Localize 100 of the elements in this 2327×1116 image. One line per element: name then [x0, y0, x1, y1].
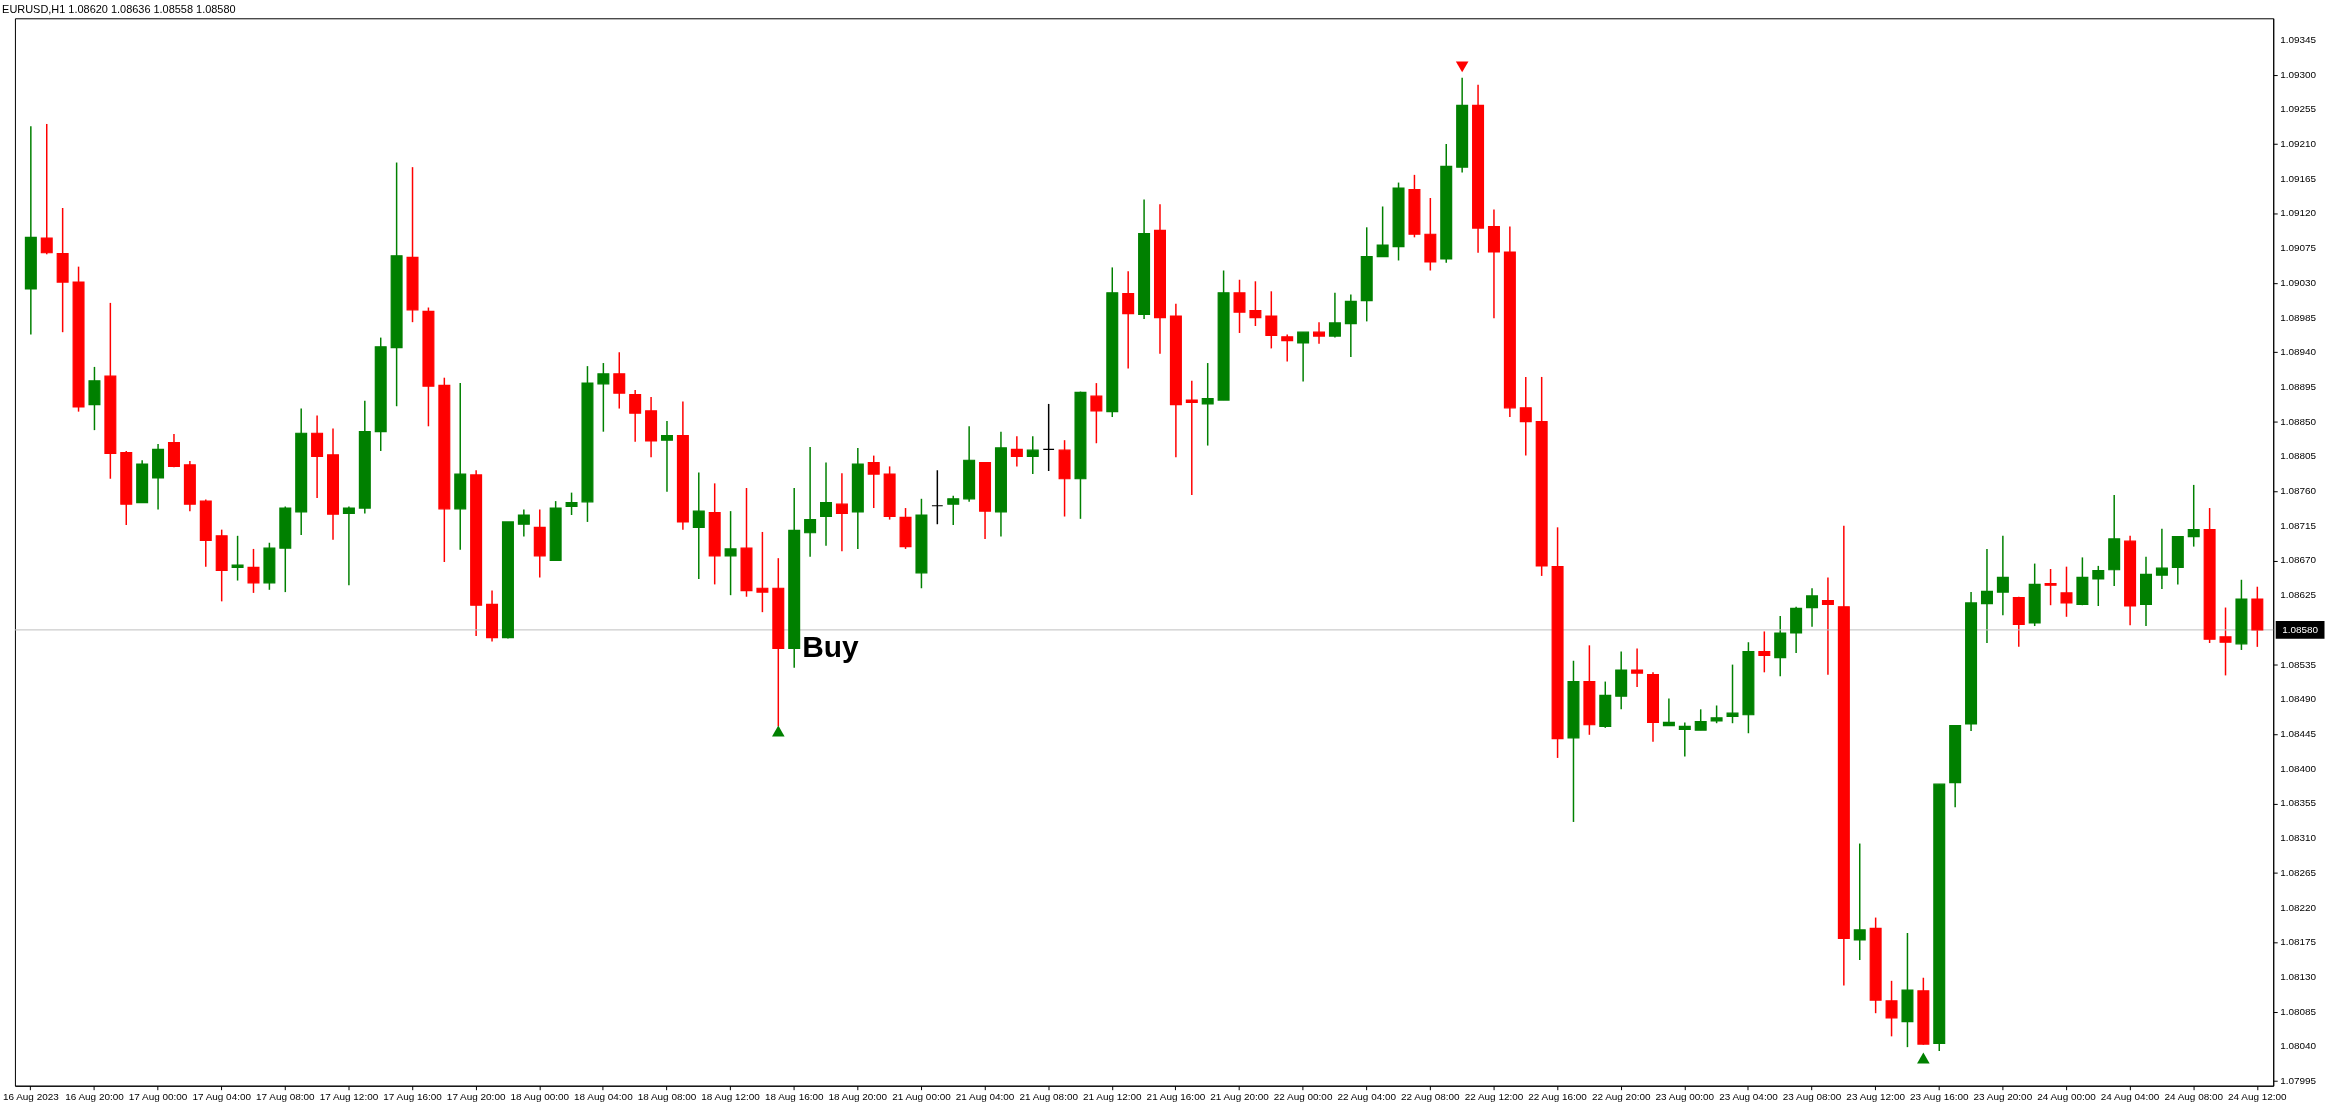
candlestick — [1853, 842, 1866, 961]
x-tick-label: 21 Aug 16:00 — [1146, 1091, 1206, 1103]
candlestick — [247, 548, 260, 594]
candlestick — [867, 454, 880, 509]
x-tick-label: 17 Aug 12:00 — [319, 1091, 379, 1103]
x-tick-label: 18 Aug 20:00 — [828, 1091, 888, 1103]
candlestick — [1344, 293, 1357, 358]
candlestick — [835, 472, 848, 552]
y-tick-label: 1.08760 — [2280, 485, 2317, 497]
candlestick — [1249, 280, 1262, 327]
chart-title: EURUSD,H1 1.08620 1.08636 1.08558 1.08580 — [2, 3, 236, 16]
candlestick — [1694, 708, 1707, 731]
x-tick-label: 21 Aug 08:00 — [1019, 1091, 1079, 1103]
candlestick — [2044, 568, 2057, 606]
candlestick — [1297, 331, 1310, 383]
y-tick-label: 1.08265 — [2280, 866, 2317, 878]
y-tick-label: 1.08940 — [2280, 346, 2317, 358]
candlestick — [2060, 565, 2073, 618]
candlestick — [1885, 980, 1898, 1038]
y-tick-label: 1.09300 — [2280, 68, 2317, 80]
candlestick — [692, 471, 705, 580]
y-tick-label: 1.09255 — [2280, 103, 2317, 115]
candlestick — [311, 414, 324, 499]
candlestick — [517, 508, 530, 538]
y-tick-label: 1.09030 — [2280, 276, 2317, 288]
candlestick — [1090, 382, 1103, 445]
x-tick-label: 17 Aug 04:00 — [192, 1091, 252, 1103]
x-tick-label: 21 Aug 04:00 — [955, 1091, 1015, 1103]
candlestick — [1806, 587, 1819, 628]
y-tick-label: 1.08850 — [2280, 415, 2317, 427]
x-tick-label: 16 Aug 2023 — [2, 1091, 60, 1103]
candlestick — [1042, 403, 1055, 472]
point — [772, 725, 785, 737]
x-tick-label: 17 Aug 00:00 — [128, 1091, 188, 1103]
y-tick-label: 1.08085 — [2280, 1005, 2317, 1017]
y-tick-label: 1.09120 — [2280, 207, 2317, 219]
candlestick — [231, 535, 244, 582]
candlestick — [1233, 279, 1246, 334]
candlestick — [1631, 647, 1644, 688]
candlestick — [1328, 292, 1341, 339]
x-tick-label: 17 Aug 08:00 — [256, 1091, 316, 1103]
candlestick — [660, 420, 673, 493]
candlestick — [1185, 380, 1198, 496]
candlestick — [1376, 205, 1389, 258]
candlestick — [167, 433, 180, 468]
y-tick-label: 1.08895 — [2280, 380, 2317, 392]
candlestick — [342, 505, 355, 586]
candlestick — [1821, 576, 1834, 676]
candlestick — [2155, 528, 2168, 590]
y-tick-label: 1.09075 — [2280, 242, 2317, 254]
x-tick-label: 23 Aug 12:00 — [1846, 1091, 1906, 1103]
x-tick-label: 24 Aug 00:00 — [2037, 1091, 2097, 1103]
candlestick — [597, 362, 610, 433]
candlestick — [565, 491, 578, 516]
x-tick-label: 22 Aug 20:00 — [1591, 1091, 1651, 1103]
x-tick-label: 23 Aug 16:00 — [1909, 1091, 1970, 1103]
x-tick-label: 23 Aug 00:00 — [1655, 1091, 1715, 1103]
y-tick-label: 1.08400 — [2280, 762, 2317, 774]
x-tick-label: 22 Aug 04:00 — [1337, 1091, 1397, 1103]
candlestick — [1026, 435, 1039, 475]
y-tick-label: 1.08805 — [2280, 450, 2317, 462]
candlestick — [40, 123, 53, 256]
x-tick-label: 22 Aug 00:00 — [1273, 1091, 1333, 1103]
candlestick — [629, 389, 642, 443]
x-tick-label: 24 Aug 04:00 — [2100, 1091, 2160, 1103]
candlestick — [1980, 548, 1993, 644]
x-tick-label: 24 Aug 08:00 — [2164, 1091, 2224, 1103]
x-tick-label: 17 Aug 20:00 — [446, 1091, 506, 1103]
x-tick-label: 21 Aug 00:00 — [892, 1091, 952, 1103]
candlestick — [1519, 376, 1532, 457]
candlestick — [1010, 435, 1023, 468]
candlestick — [1313, 321, 1326, 345]
x-tick-label: 23 Aug 20:00 — [1973, 1091, 2033, 1103]
y-tick-label: 1.09210 — [2280, 138, 2317, 149]
candlestick — [613, 351, 626, 410]
y-tick-label: 1.08130 — [2280, 970, 2317, 982]
candlestick — [804, 446, 817, 558]
candlestick — [931, 469, 944, 525]
candlestick — [1758, 630, 1771, 674]
y-tick-label: 1.07995 — [2280, 1075, 2317, 1087]
y-tick-label: 1.08670 — [2280, 554, 2317, 566]
x-tick-label: 21 Aug 12:00 — [1082, 1091, 1143, 1103]
y-tick-label: 1.08490 — [2280, 693, 2317, 705]
candlestick — [1122, 270, 1135, 370]
y-tick-label: 1.08715 — [2280, 519, 2317, 531]
x-tick-label: 22 Aug 08:00 — [1401, 1091, 1461, 1103]
x-tick-label: 18 Aug 16:00 — [764, 1091, 824, 1103]
ref-line-label: 1.08580 — [2282, 623, 2319, 635]
candlestick — [2219, 606, 2232, 677]
y-tick-label: 1.08535 — [2280, 658, 2317, 670]
y-tick-label: 1.08310 — [2280, 832, 2317, 844]
candlestick — [2187, 484, 2200, 548]
x-tick-label: 23 Aug 04:00 — [1719, 1091, 1779, 1103]
x-tick-label: 18 Aug 04:00 — [574, 1091, 634, 1103]
x-tick-label: 18 Aug 12:00 — [701, 1091, 761, 1103]
candlestick — [724, 510, 737, 596]
x-tick-label: 21 Aug 20:00 — [1210, 1091, 1270, 1103]
x-tick-label: 17 Aug 16:00 — [383, 1091, 443, 1103]
candlestick — [756, 531, 769, 613]
annotation: Buy — [802, 630, 859, 664]
